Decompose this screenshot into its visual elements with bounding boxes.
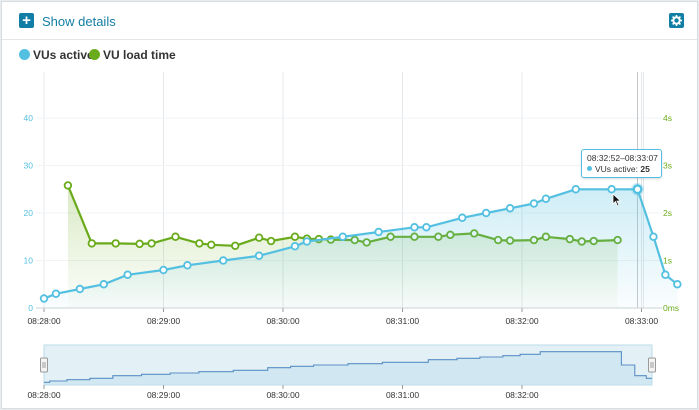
x-tick-label: 08:31:00 [386, 316, 419, 326]
y-left-tick-label: 10 [24, 256, 34, 266]
data-point [111, 239, 120, 248]
tooltip-value: 25 [640, 164, 650, 174]
data-point [290, 242, 300, 251]
tooltip-separator: : [635, 164, 638, 174]
data-point [254, 251, 264, 260]
data-point [541, 194, 551, 203]
show-details-link[interactable]: Show details [42, 14, 116, 29]
data-point [183, 261, 192, 270]
data-point [649, 232, 658, 241]
data-point [529, 199, 539, 208]
navigator-line [44, 351, 652, 383]
data-point [374, 227, 383, 237]
tooltip-series-row: VUs active: 25 [587, 164, 655, 174]
legend-label: VUs active [33, 48, 94, 62]
x-tick-label: 08:30:00 [266, 316, 299, 326]
navigator-handle-right[interactable] [648, 357, 656, 373]
y-right-tick-label: 3s [663, 161, 672, 171]
data-point [135, 239, 144, 249]
data-point [195, 239, 204, 248]
data-point [171, 232, 180, 241]
data-point [159, 265, 168, 275]
data-point [338, 232, 347, 241]
data-point [673, 280, 682, 289]
y-right-tick-label: 4s [663, 113, 672, 123]
data-point [230, 241, 240, 250]
legend-dot-icon [89, 49, 100, 60]
data-point [123, 270, 132, 279]
data-point [254, 233, 264, 242]
legend-label: VU load time [103, 48, 176, 62]
data-point [458, 213, 467, 222]
data-point [75, 284, 85, 294]
y-left-tick-label: 30 [24, 161, 34, 171]
chart-tooltip: 08:32:52–08:33:07 VUs active: 25 [581, 149, 662, 178]
series-line [43, 188, 679, 300]
x-tick-label: 08:28:00 [27, 316, 60, 326]
navigator-tick-label: 08:29:00 [147, 390, 180, 400]
data-point [410, 223, 419, 232]
navigator-tick-label: 08:30:00 [266, 390, 299, 400]
data-point [207, 240, 216, 250]
legend-item-vus-active[interactable]: VUs active [19, 48, 94, 62]
data-point [290, 232, 300, 241]
navigator-handle-left[interactable] [40, 357, 48, 373]
data-point [571, 185, 580, 194]
x-tick-label: 08:29:00 [147, 316, 180, 326]
hovered-point [632, 184, 643, 195]
y-right-tick-label: 1s [663, 256, 672, 266]
legend-item-vu-load-time[interactable]: VU load time [89, 48, 176, 62]
mouse-pointer-icon [612, 193, 622, 207]
expand-plus-icon[interactable]: + [19, 13, 34, 28]
data-point [39, 294, 49, 303]
data-point [99, 280, 108, 289]
tooltip-dot-icon [587, 166, 592, 171]
tooltip-series-name: VUs active [595, 164, 636, 174]
data-point [505, 204, 515, 213]
navigator-tick-label: 08:28:00 [27, 390, 60, 400]
y-right-tick-label: 2s [663, 208, 672, 218]
y-left-tick-label: 20 [24, 208, 34, 218]
data-point [266, 236, 276, 246]
legend-dot-icon [19, 49, 30, 60]
series-area [44, 189, 678, 308]
x-tick-label: 08:32:00 [505, 316, 538, 326]
data-point [147, 239, 156, 248]
data-point [481, 208, 491, 218]
data-point [661, 270, 670, 279]
data-point [63, 181, 73, 190]
data-point [302, 237, 312, 246]
toolbar: + Show details [2, 2, 697, 40]
navigator-tick-label: 08:31:00 [386, 390, 419, 400]
data-point [422, 223, 431, 232]
gear-icon[interactable] [669, 13, 684, 28]
data-point [51, 289, 61, 298]
data-point [219, 256, 228, 265]
data-point [87, 239, 96, 248]
navigator-tick-label: 08:32:00 [505, 390, 538, 400]
tooltip-time-range: 08:32:52–08:33:07 [587, 153, 658, 163]
x-tick-label: 08:33:00 [625, 316, 658, 326]
navigator-area [44, 351, 652, 385]
data-point [607, 185, 616, 194]
y-left-tick-label: 40 [24, 113, 34, 123]
y-left-tick-label: 0 [28, 303, 33, 313]
